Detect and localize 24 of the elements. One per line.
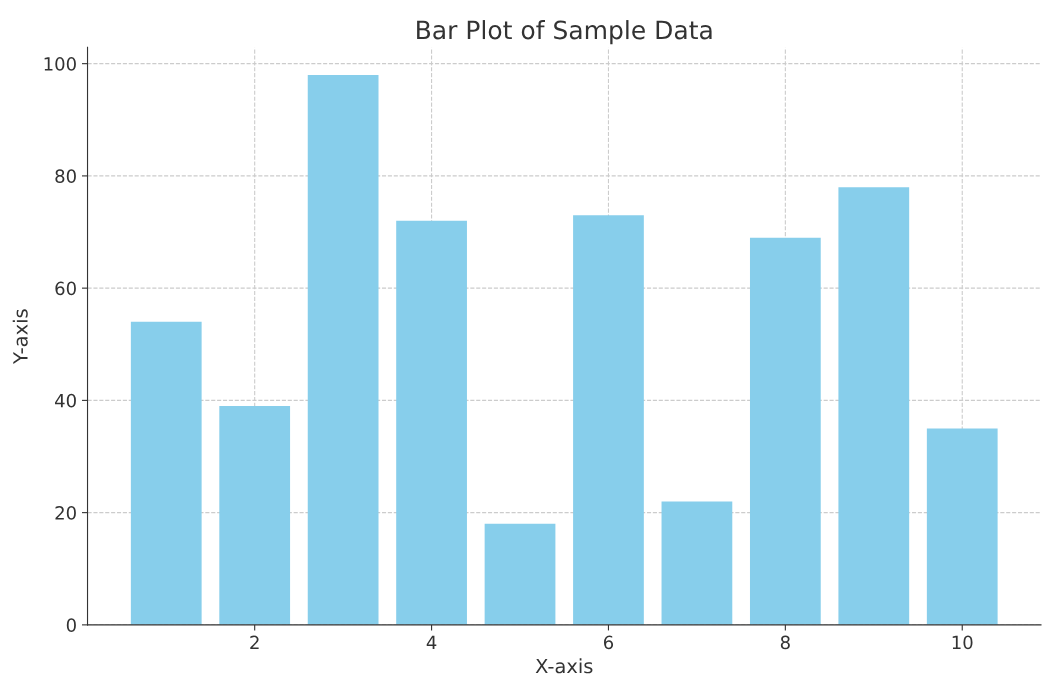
bar	[661, 501, 733, 625]
x-axis-title: X-axis	[535, 658, 593, 674]
chart-title: Bar Plot of Sample Data	[417, 20, 712, 45]
bar	[749, 237, 821, 625]
y-tick-label: 0	[66, 618, 76, 632]
x-tick-label: 6	[603, 635, 614, 650]
bar	[484, 523, 556, 625]
bar	[130, 321, 202, 625]
bar	[396, 220, 467, 625]
y-axis-title: Y-axis	[12, 309, 28, 364]
x-tick-label: 10	[952, 635, 973, 650]
bar	[307, 74, 379, 625]
bar	[573, 215, 644, 625]
y-tick-label: 40	[55, 393, 76, 408]
y-tick-label: 80	[55, 169, 76, 184]
x-tick-label: 8	[780, 635, 790, 650]
bar	[838, 187, 910, 625]
y-tick-label: 60	[55, 281, 76, 296]
x-tick-label: 4	[426, 635, 437, 650]
x-tick-label: 2	[250, 635, 259, 650]
y-tick-label: 20	[55, 506, 76, 520]
y-tick-label: 100	[44, 57, 76, 71]
bar	[926, 428, 998, 625]
bar	[219, 406, 291, 625]
